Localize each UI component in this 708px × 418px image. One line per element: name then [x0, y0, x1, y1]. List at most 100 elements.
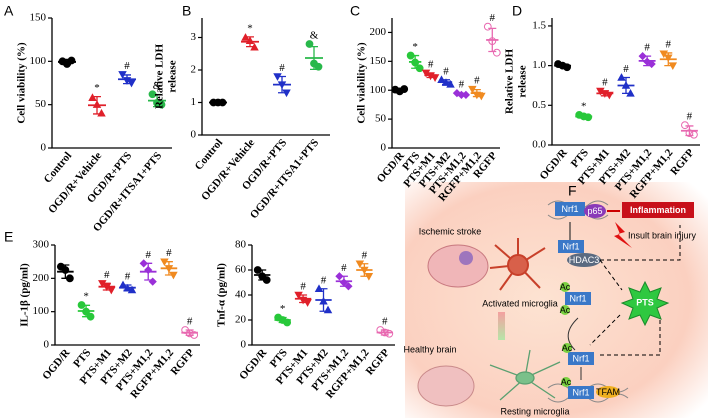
y-tick-label: 0	[241, 339, 247, 351]
data-point	[282, 89, 291, 98]
panel-label: C	[350, 3, 360, 19]
data-point	[483, 22, 492, 31]
diagram-text: Nrf1	[562, 241, 579, 251]
data-point	[400, 85, 409, 93]
y-axis-label: Tnf-α (pg/ml)	[216, 263, 228, 327]
annotation: #	[362, 249, 368, 261]
data-point	[488, 37, 497, 46]
axis	[54, 245, 200, 346]
data-point	[123, 283, 132, 292]
annotation: *	[247, 22, 253, 34]
annotation: *	[280, 303, 286, 315]
annotation: &	[310, 30, 319, 42]
data-point	[605, 91, 614, 100]
data-point	[430, 74, 440, 82]
data-point	[441, 78, 451, 86]
data-point	[88, 93, 97, 101]
data-point	[344, 282, 353, 291]
data-point	[218, 98, 227, 107]
data-point	[77, 301, 86, 309]
data-point	[185, 329, 194, 338]
annotation: #	[104, 269, 110, 281]
y-tick-label: 1.0	[532, 59, 546, 71]
y-tick-label: 0	[44, 339, 50, 351]
data-point	[446, 80, 455, 88]
data-point	[148, 90, 157, 99]
y-tick-label: 20	[235, 314, 247, 326]
data-point	[323, 305, 333, 314]
annotation: *	[581, 100, 587, 112]
data-point	[241, 33, 250, 41]
annotation: #	[644, 42, 650, 54]
y-axis-label: Relative LDH	[504, 49, 516, 115]
data-point	[82, 307, 90, 316]
data-point	[380, 328, 389, 337]
data-point	[61, 266, 70, 274]
nrf1-box	[565, 292, 591, 305]
data-point	[621, 81, 631, 89]
data-point	[360, 266, 369, 275]
data-point	[277, 81, 287, 90]
y-tick-label: 300	[33, 239, 50, 251]
data-point	[617, 73, 626, 81]
y-tick-label: 150	[370, 55, 387, 67]
data-point	[86, 312, 95, 321]
diagram-text: Healthy brain	[403, 344, 456, 354]
annotation: *	[83, 291, 89, 303]
diagram-text: Ac	[561, 377, 572, 387]
x-tick-label: RGFP	[364, 347, 393, 378]
y-axis-label: release	[167, 60, 179, 92]
y-tick-label: 0	[191, 129, 197, 141]
y-tick-label: 100	[370, 84, 387, 96]
annotation: *	[94, 82, 100, 94]
data-point	[262, 276, 271, 284]
annotation: #	[124, 60, 130, 72]
ac	[560, 282, 570, 292]
panel-label: F	[568, 183, 577, 199]
data-point	[245, 36, 255, 44]
y-tick-label: 1	[191, 96, 197, 108]
data-point	[97, 108, 106, 117]
annotation: #	[166, 247, 172, 259]
y-tick-label: 100	[30, 55, 47, 67]
data-point	[415, 64, 424, 73]
diagram-text: Ischemic stroke	[419, 226, 482, 236]
diagram: F Ischemic stroke Healthy brain Activate…	[403, 182, 708, 418]
x-tick-label: OGD/R	[40, 346, 73, 382]
brain	[417, 365, 475, 407]
data-point	[461, 90, 471, 99]
diagram-text: Insult brain injury	[628, 230, 697, 240]
data-point	[647, 59, 656, 69]
x-tick-label: OGD/R	[237, 346, 270, 382]
data-point	[314, 284, 324, 292]
data-point	[468, 85, 477, 94]
data-point	[335, 272, 344, 281]
hdac3	[567, 253, 601, 267]
data-point	[314, 62, 323, 71]
annotation: #	[623, 63, 629, 75]
data-point	[437, 75, 446, 84]
resting-microglia	[489, 349, 561, 401]
data-point	[664, 54, 673, 63]
x-tick-label: RGFP	[668, 147, 697, 178]
y-tick-label: 100	[33, 305, 50, 317]
data-point	[283, 318, 292, 327]
diagram-text: Ac	[560, 305, 571, 315]
data-point	[118, 280, 128, 289]
y-tick-label: 80	[235, 239, 247, 251]
diagram-text: PTS	[636, 297, 654, 307]
data-point	[385, 329, 394, 338]
diagram-text: HDAC3	[569, 255, 600, 265]
data-point	[319, 296, 328, 305]
x-tick-label: RGFP	[168, 347, 197, 378]
lesion	[459, 251, 473, 265]
transition-arrow	[498, 312, 505, 340]
diagram-text: Activated microglia	[482, 298, 558, 308]
bolt	[614, 222, 632, 248]
data-point	[139, 259, 148, 268]
x-tick-label: OGD/R+Vehicle	[46, 150, 104, 216]
data-point	[273, 73, 282, 81]
y-tick-label: 3	[191, 31, 197, 43]
panel-label: D	[512, 3, 522, 19]
